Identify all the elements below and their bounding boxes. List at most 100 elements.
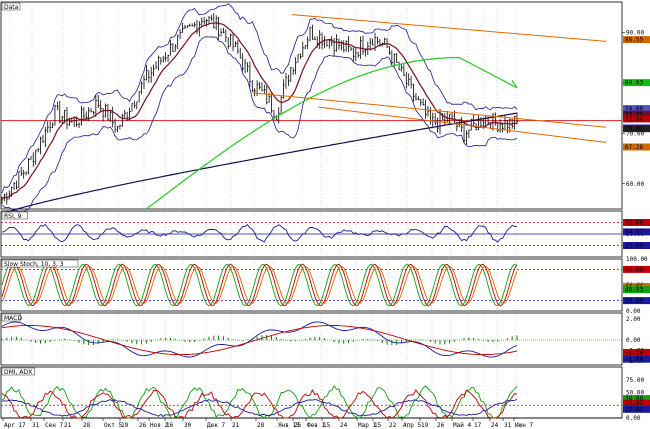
price-marker-box xyxy=(623,79,650,87)
indicator-marker-label: 17.01 xyxy=(625,406,643,413)
price-tick-label: 70.00 xyxy=(626,130,644,137)
x-tick-label: Ноя 2 xyxy=(150,422,168,429)
moving-average-mid-extension xyxy=(511,79,518,89)
dmi-minus-line xyxy=(1,389,518,419)
indicator-marker-box xyxy=(623,395,650,403)
indicator-marker-box xyxy=(623,405,650,413)
indicator-marker-label: 38.06 xyxy=(625,396,643,403)
x-tick-label: 26 xyxy=(437,422,445,429)
indicator-marker-box xyxy=(623,228,650,236)
x-tick-label: Apr 17 xyxy=(4,422,26,429)
indicator-marker-box xyxy=(623,265,650,273)
x-tick-label: 25 xyxy=(294,422,302,429)
moving-average-long xyxy=(1,112,518,215)
stoch-d-line xyxy=(1,263,518,307)
indicator-title: Slow Stoch, 10, 3, 3 xyxy=(4,261,64,268)
indicator-title: RSI, 9 xyxy=(4,213,22,220)
x-tick-label: Май 4 xyxy=(453,422,471,429)
rsi-line xyxy=(1,223,518,243)
indicator-marker-label: 54.57 xyxy=(625,229,643,236)
indicator-marker-label: 80.00 xyxy=(625,266,643,273)
x-tick-label: 17 xyxy=(474,422,482,429)
panel-frame xyxy=(0,1,623,210)
stoch-k-line xyxy=(1,263,518,307)
x-tick-label: 22 xyxy=(389,422,397,429)
x-tick-label: 31 xyxy=(504,422,512,429)
x-tick-label: 19 xyxy=(121,422,129,429)
chart-series xyxy=(1,3,607,419)
macd-line xyxy=(1,321,518,358)
price-marker-label: 73.75 xyxy=(625,111,643,118)
x-tick-label: Июн 7 xyxy=(515,422,533,429)
x-tick-label: 21 xyxy=(64,422,72,429)
axis-tick-label: 50.00 xyxy=(626,390,644,397)
x-tick-label: Мар 1 xyxy=(358,422,376,429)
price-marker-box xyxy=(623,110,650,118)
bollinger-lower xyxy=(1,36,518,214)
price-marker-label: 70.91 xyxy=(625,126,643,133)
price-marker-label: 80.03 xyxy=(625,80,643,87)
indicator-marker-label: -1.84 xyxy=(625,356,643,363)
moving-average-mid xyxy=(146,56,518,210)
price-marker-label: 67.28 xyxy=(625,144,643,151)
indicator-marker-box xyxy=(623,219,650,226)
price-marker-box xyxy=(623,115,650,123)
x-tick-label: Сен 7 xyxy=(45,422,63,429)
channel-middle-line xyxy=(252,92,607,128)
axis-tick-label: 0.00 xyxy=(626,337,641,344)
price-marker-box xyxy=(623,143,650,151)
price-marker-box xyxy=(623,125,650,133)
indicator-title: DMI, ADX xyxy=(4,369,32,376)
indicator-title-box xyxy=(1,313,21,322)
indicator-marker-label: 40.93 xyxy=(625,287,643,294)
moving-average-short xyxy=(1,21,518,200)
channel-lower-line xyxy=(317,106,607,143)
dmi-plus-line xyxy=(1,385,518,419)
x-tick-label: 15 xyxy=(323,422,331,429)
indicator-marker-label: 29.02 xyxy=(625,400,643,407)
chart-title-box xyxy=(1,2,21,11)
indicator-marker-box xyxy=(623,399,650,407)
indicator-marker-box xyxy=(623,348,650,356)
axis-tick-label: 2.00 xyxy=(626,316,641,323)
price-marker-box xyxy=(623,36,650,44)
price-tick-label: 60.00 xyxy=(626,181,644,188)
x-tick-label: 24 xyxy=(340,422,348,429)
axis-tick-label: 0.00 xyxy=(626,308,641,315)
x-tick-label: Окт 5 xyxy=(104,422,122,429)
macd-signal-line xyxy=(1,325,518,356)
x-tick-label: 15 xyxy=(374,422,382,429)
indicator-title: MACD xyxy=(4,315,22,322)
x-tick-label: 21 xyxy=(232,422,240,429)
x-tick-label: 30 xyxy=(184,422,192,429)
indicator-title-box xyxy=(1,211,28,220)
indicator-marker-box xyxy=(623,355,650,363)
indicator-marker-label: 20.00 xyxy=(625,298,643,305)
indicator-marker-label: 25.00 xyxy=(625,243,643,250)
x-tick-label: 16 xyxy=(166,422,174,429)
axis-tick-label: 0.00 xyxy=(626,415,641,422)
adx-line xyxy=(1,398,518,417)
indicator-marker-box xyxy=(623,297,650,305)
chart-background xyxy=(0,1,623,419)
price-marker-label: 74.88 xyxy=(625,106,643,113)
price-tick-label: 90.00 xyxy=(626,29,644,36)
indicator-title-box xyxy=(1,259,79,268)
stoch-slow-line xyxy=(1,265,518,305)
chart-title: Data xyxy=(4,4,19,11)
bollinger-upper xyxy=(1,3,518,194)
x-tick-label: 31 xyxy=(32,422,40,429)
x-tick-label: 26 xyxy=(139,422,147,429)
indicator-marker-box xyxy=(623,242,650,249)
indicator-marker-box xyxy=(623,286,650,294)
x-tick-label: Апр 5 xyxy=(403,422,421,429)
price-marker-label: 72.84 xyxy=(625,116,643,123)
price-marker-label: 88.55 xyxy=(625,37,643,44)
channel-upper-line xyxy=(291,14,607,42)
price-marker-box xyxy=(623,105,650,113)
x-tick-label: Дек 7 xyxy=(207,422,225,429)
panel-frame xyxy=(0,258,623,312)
indicator-title-box xyxy=(1,367,35,376)
